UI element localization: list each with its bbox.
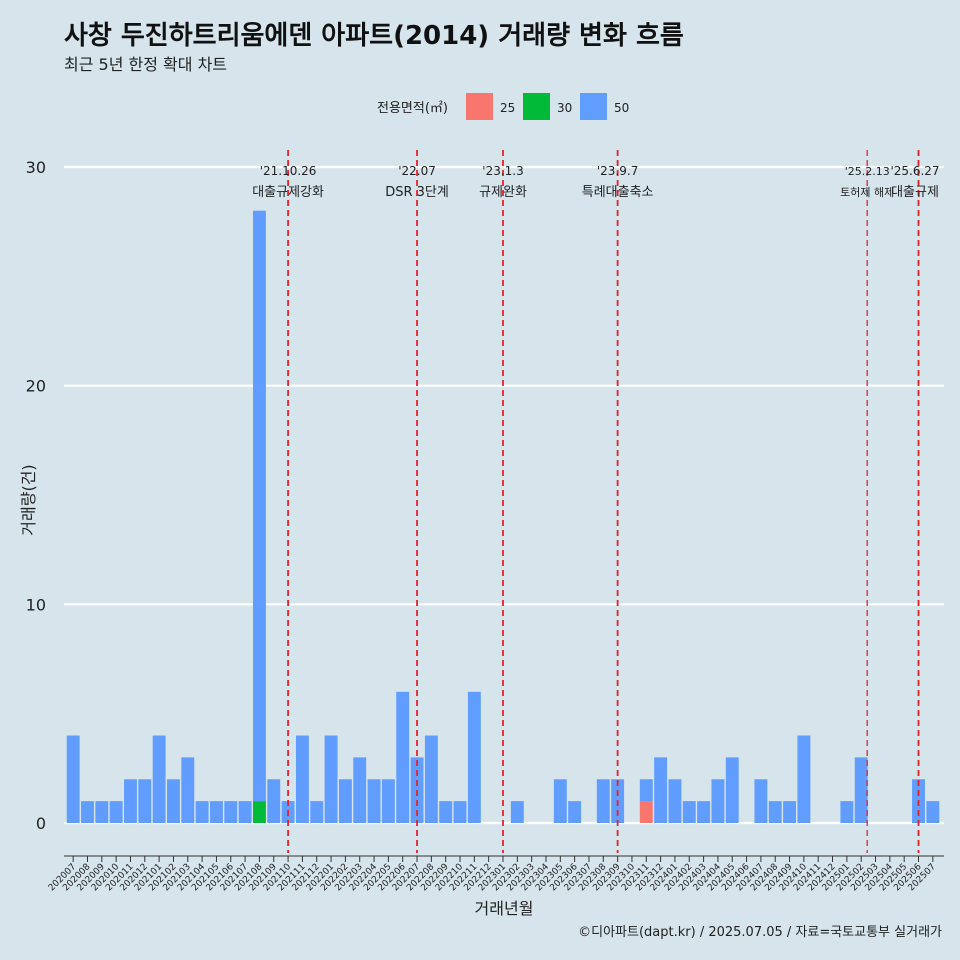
chart-title: 사창 두진하트리움에덴 아파트(2014) 거래량 변화 흐름 <box>64 21 684 51</box>
event-name: 특례대출축소 <box>582 185 654 200</box>
bar-202011-50 <box>124 779 137 823</box>
bar-202108-30 <box>252 801 266 823</box>
bar-202410-50 <box>797 735 811 823</box>
bar-202101-50 <box>152 735 166 823</box>
bar-202312-50 <box>654 757 668 823</box>
bar-202107-50 <box>238 801 252 823</box>
bar-202302-50 <box>510 801 524 823</box>
event-date: '21.10.26 <box>260 164 317 178</box>
bar-202311-25 <box>639 801 653 823</box>
event-date: '23.9.7 <box>597 164 638 178</box>
bar-202206-50 <box>396 691 410 823</box>
bar-202010-50 <box>109 801 123 823</box>
bar-202112-50 <box>310 801 324 823</box>
bar-202405-50 <box>725 757 739 823</box>
y-tick-label: 0 <box>36 814 46 833</box>
bar-202106-50 <box>224 801 238 823</box>
legend-swatch <box>466 93 493 120</box>
bar-202203-50 <box>353 757 367 823</box>
bar-202204-50 <box>367 779 381 823</box>
bar-202209-50 <box>439 801 453 823</box>
bar-202012-50 <box>138 779 152 823</box>
y-axis-ticks: 0 10 20 30 <box>26 158 46 833</box>
bar-202211-50 <box>467 691 481 823</box>
y-tick-label: 30 <box>26 158 46 177</box>
bar-202008-50 <box>81 801 94 823</box>
y-axis-label: 거래량(건) <box>19 464 38 535</box>
gridlines <box>64 165 944 825</box>
bars <box>66 210 940 823</box>
legend-swatch <box>580 93 607 120</box>
bar-202408-50 <box>768 801 782 823</box>
bar-202305-50 <box>553 779 567 823</box>
y-tick-label: 10 <box>26 595 46 614</box>
legend-swatch <box>523 93 550 120</box>
bar-202409-50 <box>783 801 797 823</box>
legend: 전용면적(㎡) 25 30 50 <box>377 93 629 120</box>
bar-202210-50 <box>453 801 467 823</box>
bar-202109-50 <box>267 779 281 823</box>
bar-202103-50 <box>181 757 195 823</box>
bar-202105-50 <box>210 801 223 823</box>
bar-202501-50 <box>840 801 854 823</box>
bar-202308-50 <box>596 779 610 823</box>
bar-202202-50 <box>338 779 352 823</box>
legend-label: 30 <box>557 101 572 115</box>
bar-202007-50 <box>66 735 80 823</box>
event-name: 대출규제 <box>891 185 939 200</box>
bar-202402-50 <box>682 801 696 823</box>
bar-202111-50 <box>295 735 309 823</box>
event-date: '25.2.13 <box>845 165 890 178</box>
bar-202507-50 <box>926 801 940 823</box>
bar-202407-50 <box>754 779 768 823</box>
legend-label: 50 <box>614 101 629 115</box>
x-axis: 2020072020082020092020102020112020122021… <box>47 855 944 893</box>
legend-label: 25 <box>500 101 515 115</box>
bar-202201-50 <box>324 735 338 823</box>
event-date: '22.07 <box>398 164 436 178</box>
bar-202102-50 <box>167 779 180 823</box>
bar-202104-50 <box>195 801 209 823</box>
bar-202205-50 <box>381 779 395 823</box>
y-tick-label: 20 <box>26 377 46 396</box>
chart-subtitle: 최근 5년 한정 확대 차트 <box>64 55 227 74</box>
bar-202401-50 <box>668 779 682 823</box>
event-date: '23.1.3 <box>482 164 523 178</box>
bar-202208-50 <box>424 735 438 823</box>
event-name: 규제완화 <box>479 185 527 200</box>
legend-title: 전용면적(㎡) <box>377 101 448 116</box>
bar-202108-50 <box>252 210 266 802</box>
event-date: '25.6.27 <box>890 164 939 178</box>
x-axis-label: 거래년월 <box>475 899 534 918</box>
caption: ©디아파트(dapt.kr) / 2025.07.05 / 자료=국토교통부 실… <box>578 925 942 940</box>
bar-202311-50 <box>639 779 653 802</box>
bar-202404-50 <box>711 779 725 823</box>
event-name: 토허제 해제 <box>840 185 894 199</box>
bar-202502-50 <box>854 757 868 823</box>
event-name: DSR 3단계 <box>385 185 449 200</box>
bar-202009-50 <box>95 801 109 823</box>
event-markers: '21.10.26 대출규제강화 '22.07 DSR 3단계 '23.1.3 규제완화 '… <box>252 150 940 853</box>
bar-202306-50 <box>568 801 582 823</box>
bar-202403-50 <box>697 801 711 823</box>
event-name: 대출규제강화 <box>252 185 324 200</box>
